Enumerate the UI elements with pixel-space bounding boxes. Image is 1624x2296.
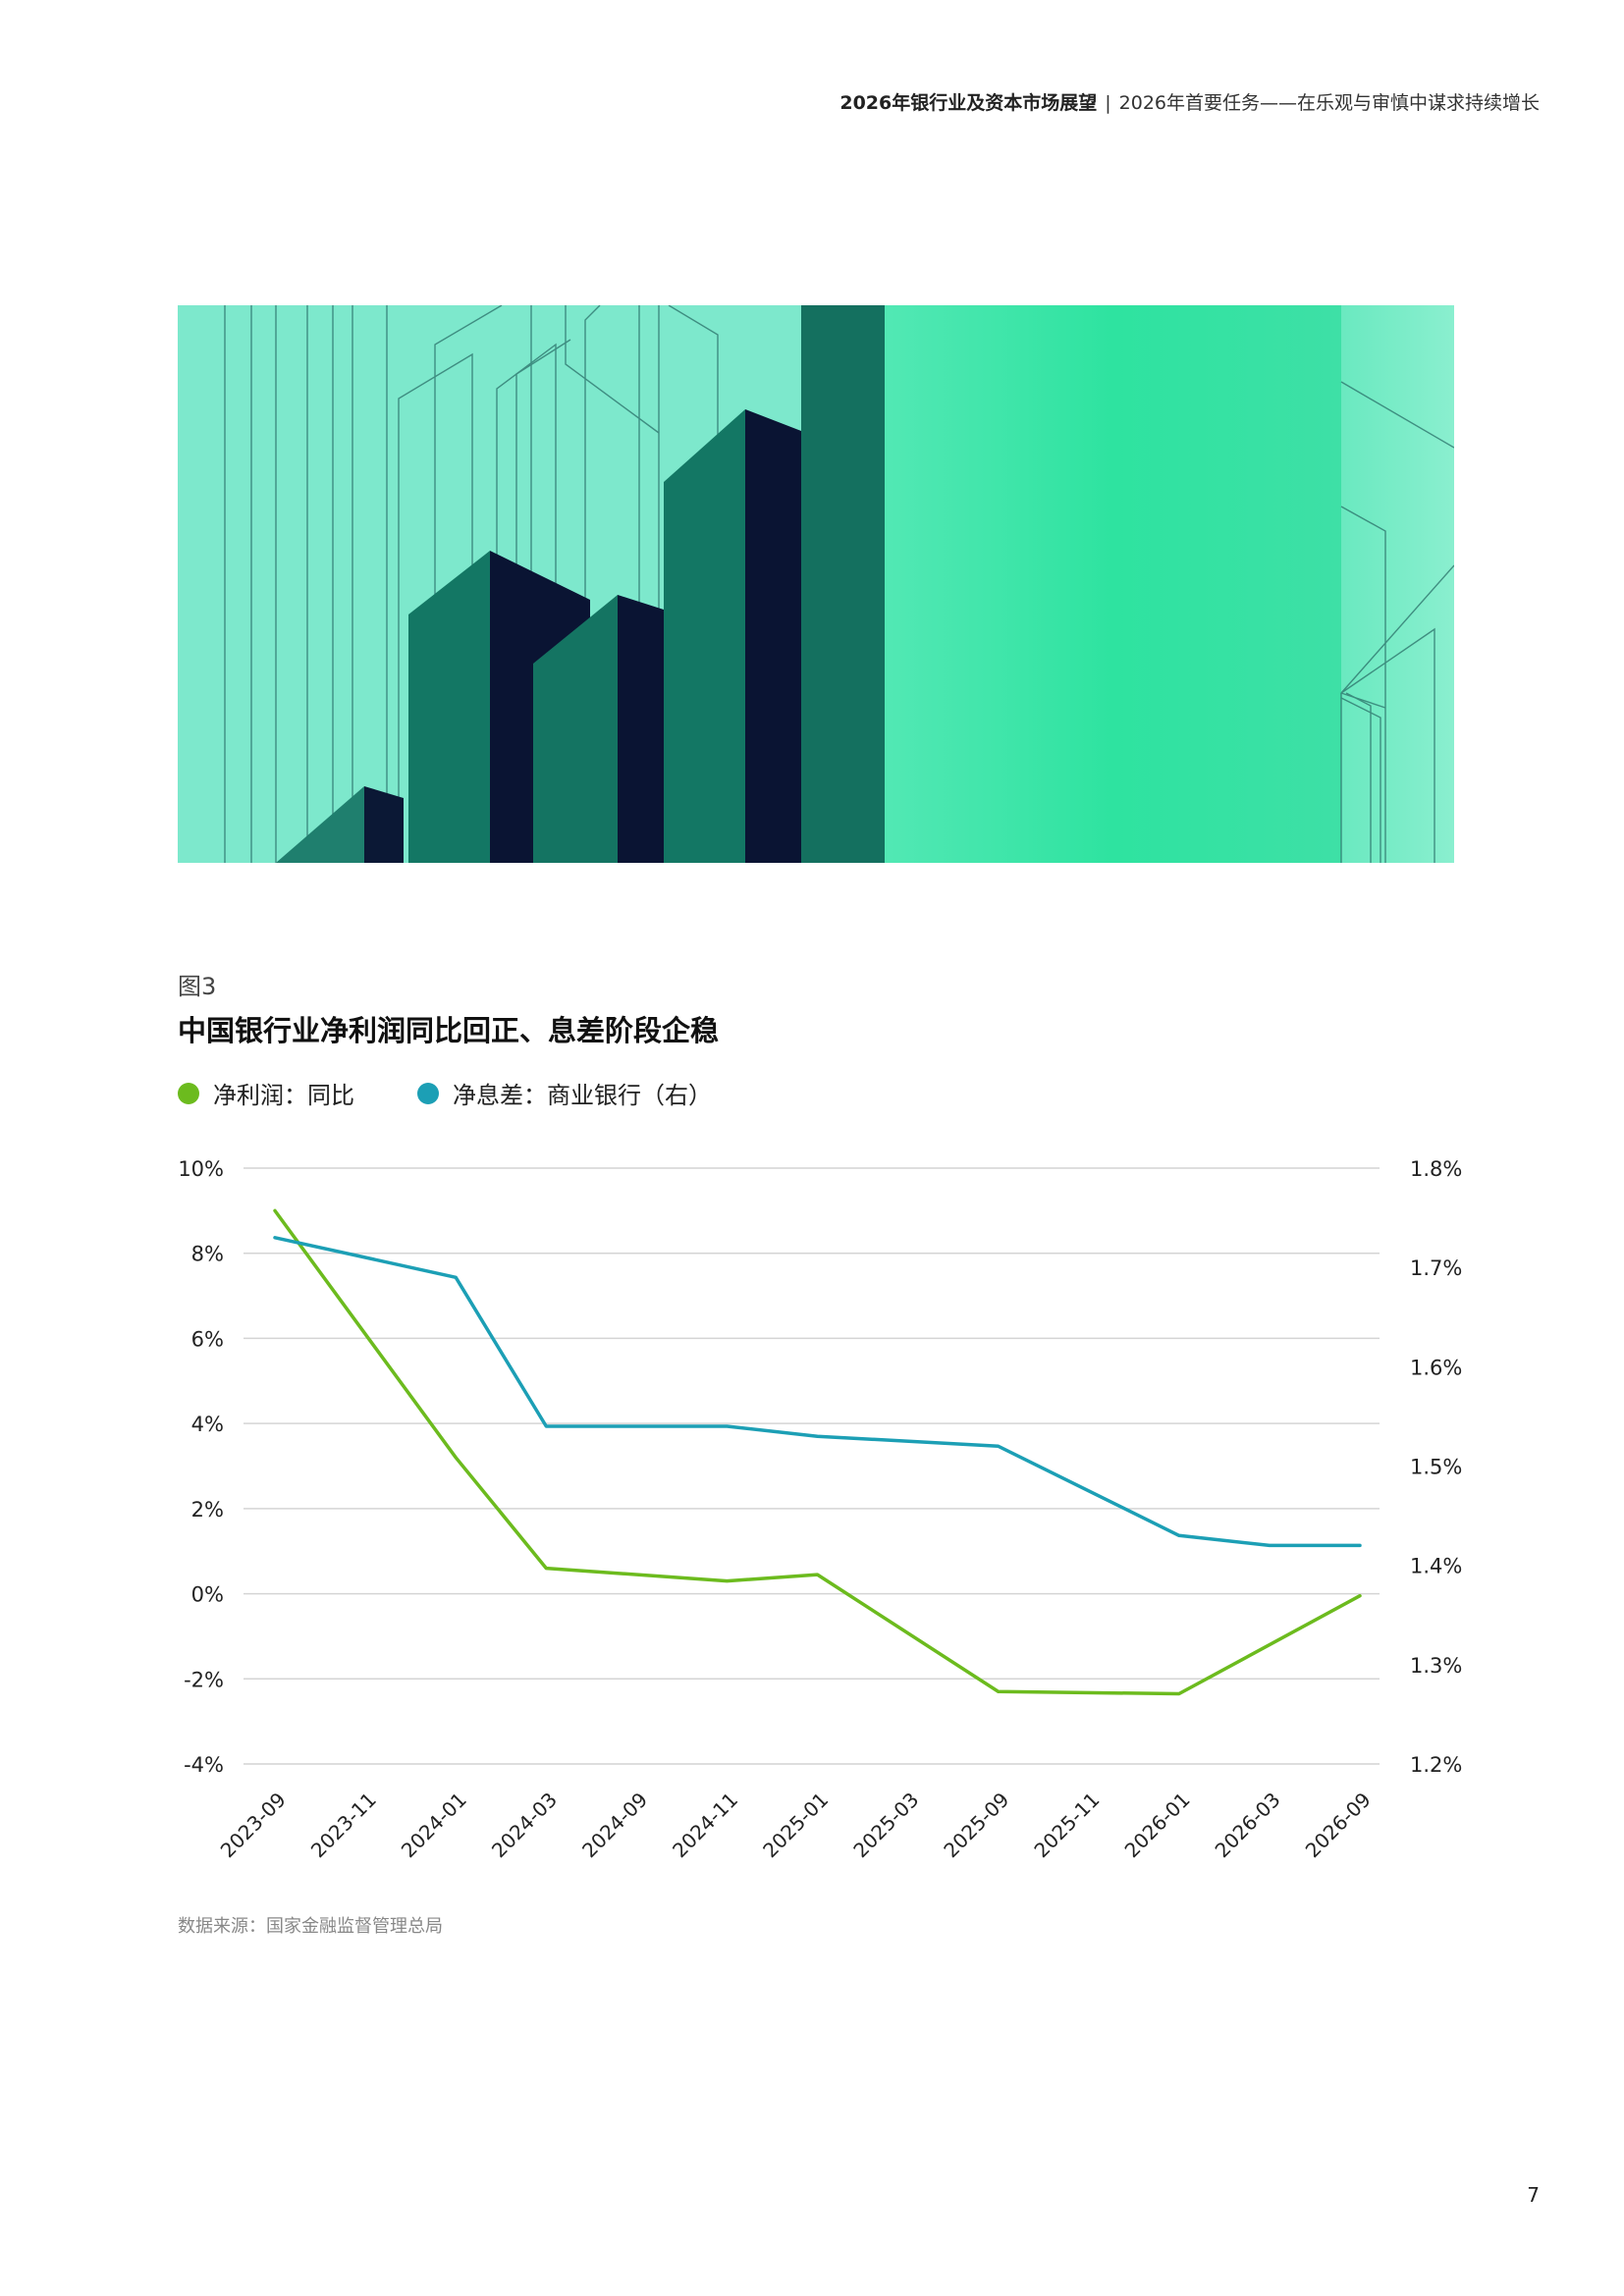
x-tick-label: 2026-09 bbox=[1301, 1788, 1376, 1862]
chart-title: 中国银行业净利润同比回正、息差阶段企稳 bbox=[178, 1014, 720, 1047]
left-tick-label: 6% bbox=[191, 1327, 224, 1351]
legend-dot-net-profit bbox=[178, 1082, 199, 1104]
left-tick-label: 2% bbox=[191, 1498, 224, 1522]
x-tick-label: 2025-03 bbox=[848, 1788, 923, 1862]
x-tick-label: 2026-01 bbox=[1120, 1788, 1195, 1862]
x-tick-label: 2025-11 bbox=[1029, 1788, 1104, 1862]
legend-label-nim: 净息差：商业银行（右） bbox=[453, 1082, 712, 1109]
gridlines bbox=[244, 1167, 1380, 1765]
x-tick-label: 2024-09 bbox=[577, 1788, 652, 1862]
legend-dot-nim bbox=[417, 1082, 439, 1104]
right-tick-label: 1.5% bbox=[1410, 1456, 1462, 1479]
right-y-axis: 1.8% 1.7% 1.6% 1.5% 1.4% 1.3% 1.2% bbox=[1410, 1157, 1462, 1777]
legend-item-net-profit: 净利润：同比 bbox=[178, 1076, 354, 1110]
left-tick-label: 0% bbox=[191, 1583, 224, 1607]
x-tick-label: 2025-09 bbox=[939, 1788, 1013, 1862]
legend-item-nim: 净息差：商业银行（右） bbox=[417, 1076, 712, 1110]
x-tick-label: 2023-11 bbox=[306, 1788, 381, 1862]
right-tick-label: 1.6% bbox=[1410, 1356, 1462, 1379]
page-number: 7 bbox=[1527, 2183, 1540, 2207]
x-tick-label: 2024-01 bbox=[397, 1788, 471, 1862]
hero-illustration bbox=[178, 305, 1454, 863]
left-y-axis: 10% 8% 6% 4% 2% 0% -2% -4% bbox=[178, 1157, 224, 1777]
page-header: 2026年银行业及资本市场展望 | 2026年首要任务——在乐观与审慎中谋求持续增长 bbox=[839, 88, 1540, 115]
report-title: 2026年银行业及资本市场展望 bbox=[839, 92, 1098, 114]
right-tick-label: 1.3% bbox=[1410, 1654, 1462, 1678]
legend-label-net-profit: 净利润：同比 bbox=[213, 1082, 354, 1109]
series-lines bbox=[273, 1208, 1362, 1696]
left-tick-label: 4% bbox=[191, 1413, 224, 1436]
data-source-note: 数据来源：国家金融监督管理总局 bbox=[178, 1916, 443, 1937]
series-line-nim bbox=[273, 1236, 1362, 1548]
left-tick-label: 8% bbox=[191, 1243, 224, 1266]
right-tick-label: 1.4% bbox=[1410, 1555, 1462, 1578]
right-tick-label: 1.2% bbox=[1410, 1753, 1462, 1777]
right-tick-label: 1.8% bbox=[1410, 1157, 1462, 1181]
left-tick-label: -4% bbox=[184, 1753, 224, 1777]
right-tick-label: 1.7% bbox=[1410, 1256, 1462, 1280]
left-tick-label: 10% bbox=[178, 1157, 224, 1181]
header-separator: | bbox=[1105, 92, 1111, 114]
series-line-net-profit bbox=[273, 1208, 1362, 1696]
section-title: 2026年首要任务——在乐观与审慎中谋求持续增长 bbox=[1118, 92, 1540, 114]
x-axis: 2023-09 2023-11 2024-01 2024-03 2024-09 2024-… bbox=[216, 1788, 1376, 1862]
x-tick-label: 2025-01 bbox=[758, 1788, 833, 1862]
x-tick-label: 2023-09 bbox=[216, 1788, 291, 1862]
x-tick-label: 2024-11 bbox=[668, 1788, 742, 1862]
x-tick-label: 2026-03 bbox=[1211, 1788, 1285, 1862]
figure-label: 图3 bbox=[178, 973, 217, 1000]
line-chart: 10% 8% 6% 4% 2% 0% -2% -4% 1.8% 1.7% 1.6% 1.5% 1.4%… bbox=[178, 1157, 1462, 1862]
city-buildings-image bbox=[178, 305, 1454, 863]
chart-legend: 净利润：同比 净息差：商业银行（右） bbox=[178, 1076, 775, 1110]
x-tick-label: 2024-03 bbox=[487, 1788, 562, 1862]
left-tick-label: -2% bbox=[184, 1668, 224, 1691]
